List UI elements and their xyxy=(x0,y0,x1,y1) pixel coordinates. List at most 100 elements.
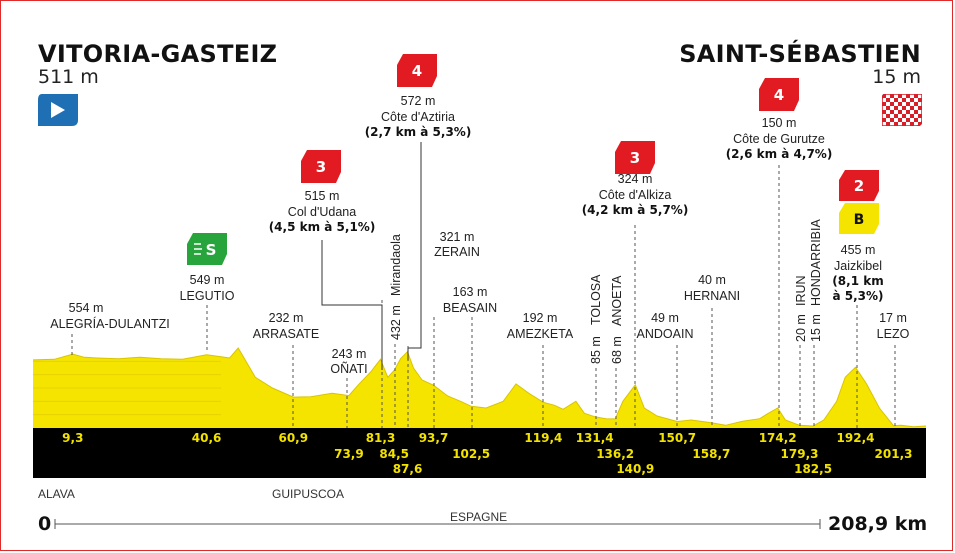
climb-altitude-jaizkibel: 455 m xyxy=(841,243,876,257)
svg-text:3: 3 xyxy=(316,158,326,176)
label-name-anoeta: ANOETA xyxy=(610,275,624,326)
km-label: 102,5 xyxy=(452,447,490,461)
country-label: ESPAGNE xyxy=(450,510,508,524)
climb-badge-alkiza: 3 xyxy=(615,141,655,174)
region-guipuscoa: GUIPUSCOA xyxy=(272,487,345,501)
km-label: 201,3 xyxy=(875,447,913,461)
svg-text:S: S xyxy=(206,241,217,259)
label-altitude-hernani: 40 m xyxy=(698,273,726,287)
sprint-badge-icon: S xyxy=(187,233,227,265)
label-name-zerain: ZERAIN xyxy=(434,245,480,259)
km-label: 87,6 xyxy=(393,462,423,476)
climb-badge-udana: 3 xyxy=(301,150,341,183)
label-name-onati: OÑATI xyxy=(330,362,367,376)
label-name-beasain: BEASAIN xyxy=(443,301,497,315)
climb-badge-aztiria: 4 xyxy=(397,54,437,87)
finish-city: SAINT-SÉBASTIEN xyxy=(679,40,921,68)
distance-start: 0 xyxy=(38,513,52,535)
climb-badge-jaizkibel: 2 xyxy=(839,170,879,201)
label-name-amezketa: AMEZKETA xyxy=(507,327,574,341)
climb-leaders xyxy=(321,142,422,370)
label-altitude-irun: 20 m xyxy=(794,314,808,342)
label-altitude-tolosa: 85 m xyxy=(589,336,603,364)
svg-text:3: 3 xyxy=(630,149,640,167)
climb-detail-gurutze: (2,6 km à 4,7%) xyxy=(726,147,833,161)
label-name-arrasate: ARRASATE xyxy=(253,327,319,341)
label-altitude-lezo: 17 m xyxy=(879,311,907,325)
km-label: 140,9 xyxy=(616,462,654,476)
km-label: 179,3 xyxy=(781,447,819,461)
km-label: 9,3 xyxy=(62,431,83,445)
label-name-tolosa: TOLOSA xyxy=(589,274,603,325)
label-altitude-andoain: 49 m xyxy=(651,311,679,325)
km-label: 174,2 xyxy=(759,431,797,445)
climb-altitude-udana: 515 m xyxy=(305,189,340,203)
climb-detail-jaizkibel-2: à 5,3%) xyxy=(832,289,883,303)
label-name-lezo: LEZO xyxy=(877,327,910,341)
climb-detail-alkiza: (4,2 km à 5,7%) xyxy=(582,203,689,217)
climb-name-aztiria: Côte d'Aztiria xyxy=(381,110,455,124)
climb-altitude-aztiria: 572 m xyxy=(401,94,436,108)
label-altitude-hondarribia: 15 m xyxy=(809,314,823,342)
climb-detail-udana: (4,5 km à 5,1%) xyxy=(269,220,376,234)
km-label: 119,4 xyxy=(524,431,562,445)
label-name-andoain: ANDOAIN xyxy=(637,327,694,341)
label-altitude-arrasate: 232 m xyxy=(269,311,304,325)
region-alava: ALAVA xyxy=(38,487,75,501)
km-label: 131,4 xyxy=(576,431,614,445)
finish-altitude: 15 m xyxy=(872,66,921,88)
start-city: VITORIA-GASTEIZ xyxy=(38,40,278,68)
km-label: 150,7 xyxy=(658,431,696,445)
start-flag-icon xyxy=(38,94,78,126)
label-name-legutio: LEGUTIO xyxy=(180,289,235,303)
climb-name-udana: Col d'Udana xyxy=(288,205,356,219)
svg-text:4: 4 xyxy=(774,86,784,104)
km-label: 40,6 xyxy=(192,431,222,445)
label-altitude-amezketa: 192 m xyxy=(523,311,558,325)
svg-text:B: B xyxy=(854,212,865,228)
climb-name-jaizkibel: Jaizkibel xyxy=(834,259,882,273)
climb-detail-aztiria: (2,7 km à 5,3%) xyxy=(365,125,472,139)
profile-area xyxy=(33,348,926,428)
distance-end: 208,9 km xyxy=(828,513,928,535)
km-band xyxy=(33,428,926,478)
svg-text:4: 4 xyxy=(412,62,422,80)
label-mirandaola: 432 m xyxy=(389,305,403,340)
label-altitude-onati: 243 m xyxy=(332,347,367,361)
label-name-mirandaola: Mirandaola xyxy=(389,234,403,296)
km-label: 84,5 xyxy=(379,447,409,461)
climb-detail-jaizkibel-1: (8,1 km xyxy=(832,274,883,288)
profile-line xyxy=(32,347,927,428)
km-label: 81,3 xyxy=(366,431,396,445)
climb-altitude-gurutze: 150 m xyxy=(762,116,797,130)
label-altitude-anoeta: 68 m xyxy=(610,336,624,364)
climb-altitude-alkiza: 324 m xyxy=(618,172,653,186)
climb-badge-gurutze: 4 xyxy=(759,78,799,111)
climb-name-gurutze: Côte de Gurutze xyxy=(733,132,825,146)
label-name-hernani: HERNANI xyxy=(684,289,740,303)
label-altitude-zerain: 321 m xyxy=(440,230,475,244)
svg-text:2: 2 xyxy=(854,177,864,195)
label-altitude-alegria: 554 m xyxy=(69,301,104,315)
start-altitude: 511 m xyxy=(38,66,99,88)
leaders xyxy=(71,165,896,428)
km-label: 182,5 xyxy=(794,462,832,476)
label-altitude-beasain: 163 m xyxy=(453,285,488,299)
km-label: 73,9 xyxy=(334,447,364,461)
contour-lines xyxy=(33,360,222,416)
km-label: 136,2 xyxy=(596,447,634,461)
km-label: 93,7 xyxy=(419,431,449,445)
label-altitude-legutio: 549 m xyxy=(190,273,225,287)
label-name-hondarribia: HONDARRIBIA xyxy=(809,219,823,306)
checkered-flag-icon xyxy=(882,94,922,126)
climb-name-alkiza: Côte d'Alkiza xyxy=(599,188,672,202)
label-name-irun: IRUN xyxy=(794,275,808,306)
label-name-alegria: ALEGRÍA-DULANTZI xyxy=(50,316,169,331)
bonus-badge-icon: B xyxy=(839,203,879,234)
km-label: 158,7 xyxy=(692,447,730,461)
km-label: 60,9 xyxy=(278,431,308,445)
km-label: 192,4 xyxy=(837,431,875,445)
